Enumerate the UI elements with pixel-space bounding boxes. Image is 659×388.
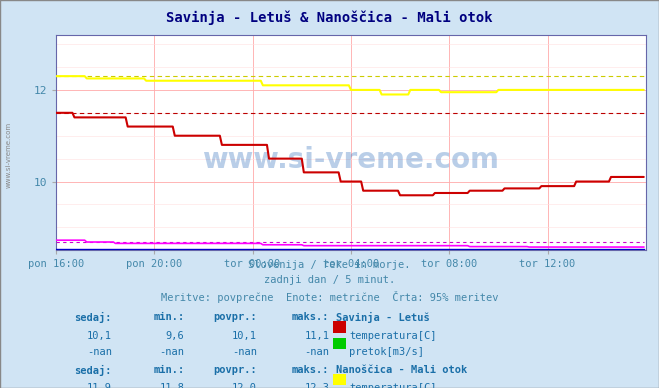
Text: -nan: -nan <box>87 347 112 357</box>
Text: Nanoščica - Mali otok: Nanoščica - Mali otok <box>336 365 467 375</box>
Text: zadnji dan / 5 minut.: zadnji dan / 5 minut. <box>264 275 395 286</box>
Text: Meritve: povprečne  Enote: metrične  Črta: 95% meritev: Meritve: povprečne Enote: metrične Črta:… <box>161 291 498 303</box>
Text: povpr.:: povpr.: <box>214 365 257 375</box>
Text: 10,1: 10,1 <box>87 331 112 341</box>
Text: min.:: min.: <box>154 312 185 322</box>
Text: 11,1: 11,1 <box>304 331 330 341</box>
Text: 11,8: 11,8 <box>159 383 185 388</box>
Text: 12,0: 12,0 <box>232 383 257 388</box>
Text: Slovenija / reke in morje.: Slovenija / reke in morje. <box>248 260 411 270</box>
Text: min.:: min.: <box>154 365 185 375</box>
Text: Savinja - Letuš: Savinja - Letuš <box>336 312 430 323</box>
Text: temperatura[C]: temperatura[C] <box>349 383 437 388</box>
Text: www.si-vreme.com: www.si-vreme.com <box>5 122 11 188</box>
Text: 11,9: 11,9 <box>87 383 112 388</box>
Text: 12,3: 12,3 <box>304 383 330 388</box>
Text: -nan: -nan <box>304 347 330 357</box>
Text: -nan: -nan <box>232 347 257 357</box>
Text: sedaj:: sedaj: <box>74 365 112 376</box>
Text: Savinja - Letuš & Nanoščica - Mali otok: Savinja - Letuš & Nanoščica - Mali otok <box>166 11 493 25</box>
Text: pretok[m3/s]: pretok[m3/s] <box>349 347 424 357</box>
Text: maks.:: maks.: <box>292 312 330 322</box>
Text: -nan: -nan <box>159 347 185 357</box>
Text: www.si-vreme.com: www.si-vreme.com <box>202 146 500 174</box>
Text: 10,1: 10,1 <box>232 331 257 341</box>
Text: sedaj:: sedaj: <box>74 312 112 323</box>
Text: maks.:: maks.: <box>292 365 330 375</box>
Text: 9,6: 9,6 <box>166 331 185 341</box>
Text: temperatura[C]: temperatura[C] <box>349 331 437 341</box>
Text: povpr.:: povpr.: <box>214 312 257 322</box>
